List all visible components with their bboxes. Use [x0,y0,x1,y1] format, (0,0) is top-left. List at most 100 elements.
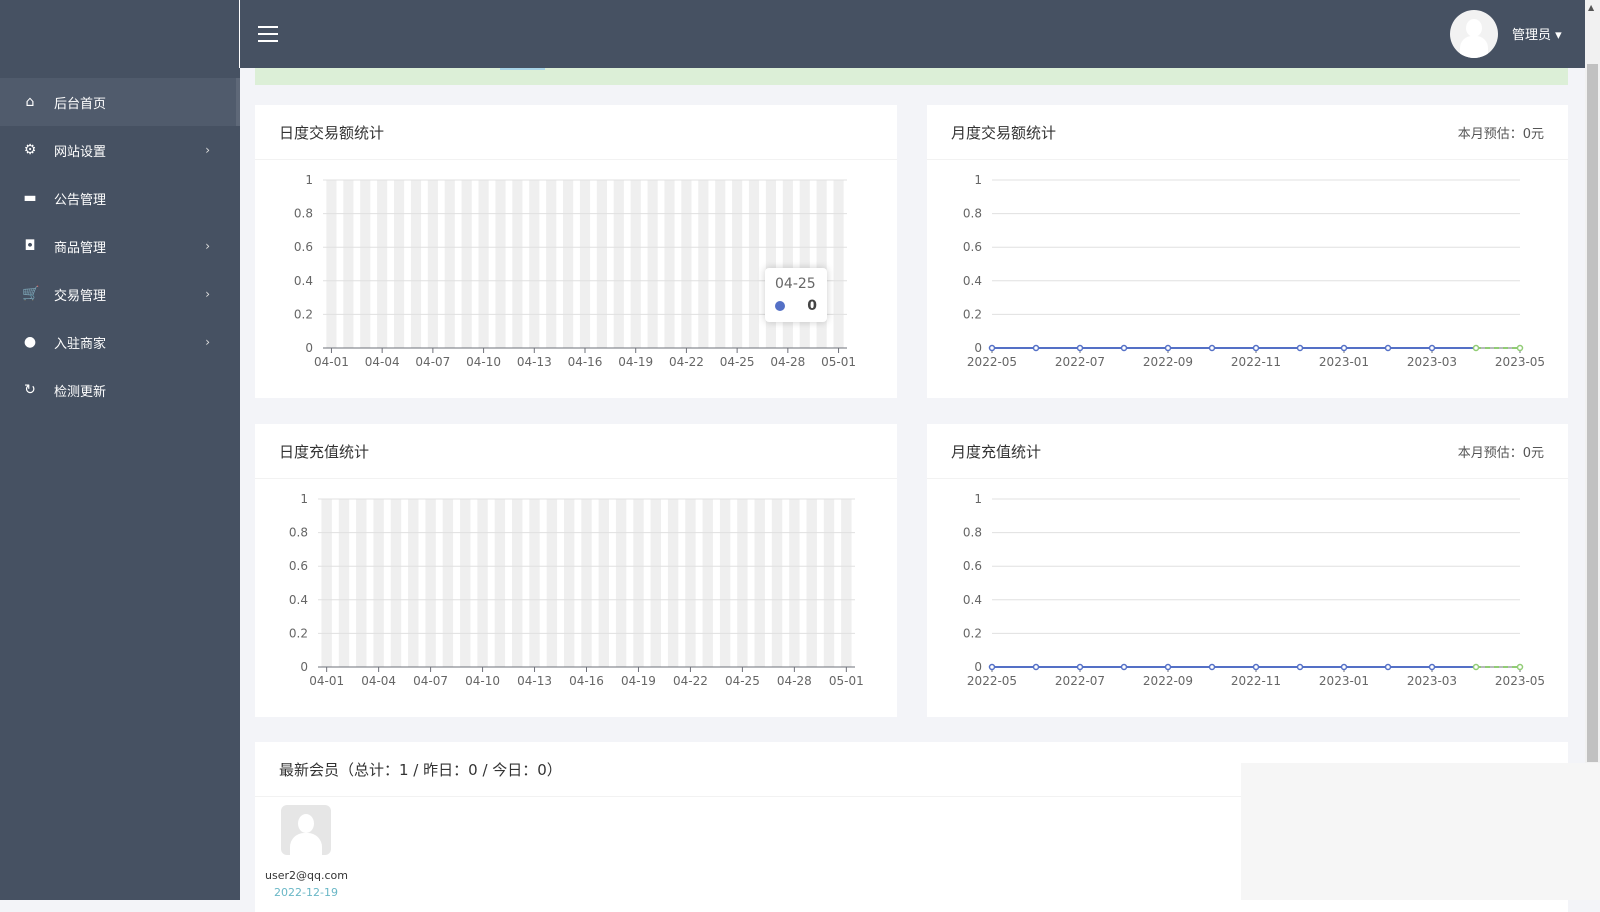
data-point [1296,344,1304,352]
x-tick-label: 2023-03 [1407,355,1457,369]
bar-shadow [321,499,332,667]
y-tick-label: 0.2 [294,307,313,321]
monthly-trade-chart: 0 0.2 0.4 0.6 0.8 1 2022-05 2022-07 2022-09 2022-… [963,173,1545,369]
x-tick-label: 04-13 [517,674,552,688]
daily-recharge-chart: 0 0.2 0.4 0.6 0.8 1 04-01 04-04 04-07 04-10 04-13 0… [289,492,864,688]
x-tick-label: 2022-05 [967,674,1017,688]
member-item[interactable]: user2@qq.com 2022-12-19 [265,805,348,899]
member-avatar [281,805,331,855]
scroll-up-icon[interactable]: ▲ [1588,3,1595,12]
y-tick-label: 0.4 [289,593,308,607]
bar-shadow [613,180,624,348]
bar-shadow [478,180,489,348]
scrollbar-thumb[interactable] [1587,64,1598,762]
x-tick-label: 04-19 [621,674,656,688]
bar-shadow [681,180,692,348]
data-point [1164,663,1172,671]
bar-shadow [715,180,726,348]
data-point [1428,663,1436,671]
x-tick-label: 2023-05 [1495,355,1545,369]
sidebar-item-4[interactable]: 🛒 交易管理 › [0,270,240,318]
bar-shadow [563,180,574,348]
x-tick-label: 2022-07 [1055,355,1105,369]
menu-toggle-icon[interactable] [258,26,278,42]
y-tick-label: 0 [300,660,308,674]
y-tick-label: 1 [305,173,313,187]
x-tick-label: 04-13 [517,355,552,369]
y-tick-label: 1 [300,492,308,506]
y-tick-label: 0 [305,341,313,355]
chevron-right-icon: › [205,287,210,301]
data-point [1120,663,1128,671]
bar-shadow [495,180,506,348]
y-tick-label: 0.6 [963,559,982,573]
y-tick-label: 0.8 [963,526,982,540]
user-menu[interactable]: 管理员 ▾ [1512,28,1562,43]
x-tick-label: 04-25 [725,674,760,688]
bar-shadow [408,499,419,667]
x-tick-label: 2022-09 [1143,674,1193,688]
bar-shadow [698,180,709,348]
bar-shadow [789,499,800,667]
monthly-recharge-chart: 0 0.2 0.4 0.6 0.8 1 2022-05 2022-07 2022-09 2022-… [963,492,1545,688]
sidebar-item-6[interactable]: ↻ 检测更新 [0,366,240,414]
daily-recharge-card: 日度充值统计 0 0.2 0.4 0.6 0.8 1 04-01 04-04 04-07 04-1… [255,424,897,717]
bar-shadow [806,499,817,667]
scrollbar[interactable]: ▲ [1585,0,1600,900]
bar-shadow [377,180,388,348]
x-tick-label: 04-07 [413,674,448,688]
sidebar-item-1[interactable]: ⚙ 网站设置 › [0,126,240,174]
bar-shadow [461,180,472,348]
x-tick-label: 04-16 [569,674,604,688]
bar-shadow [823,499,835,667]
x-tick-label: 2023-01 [1319,674,1369,688]
x-tick-label: 04-25 [720,355,755,369]
bar-shadow [647,180,658,348]
sidebar-item-label: 网站设置 [54,144,107,160]
bar-shadow [563,499,575,667]
daily-trade-card: 日度交易额统计 0 0.2 0.4 0.6 0.8 1 04-01 04-04 04-07 04-… [255,105,897,398]
bar-shadow [338,499,350,667]
bar-shadow [685,499,696,667]
series-dot-icon [775,301,785,311]
bar-shadow [596,180,607,348]
x-tick-label: 04-01 [314,355,349,369]
sidebar-item-3[interactable]: ◘ 商品管理 › [0,222,240,270]
data-point [1472,663,1480,671]
tooltip-category: 04-25 [775,276,816,292]
x-tick-label: 04-28 [777,674,812,688]
data-point [1032,344,1040,352]
y-tick-label: 0 [974,660,982,674]
monthly-trade-card: 月度交易额统计 本月预估：0元 0 0.2 0.4 0.6 0.8 1 2022-05 2022… [927,105,1568,398]
x-tick-label: 04-22 [673,674,708,688]
data-point [988,663,996,671]
bar-shadow [427,180,438,348]
bar-shadow [816,180,827,348]
avatar[interactable] [1450,10,1498,58]
user-icon: ● [23,334,37,350]
bar-shadow [737,499,748,667]
bar-shadow [748,180,760,348]
data-point [1516,663,1524,671]
home-icon: ⌂ [25,94,35,110]
sidebar-item-label: 商品管理 [54,240,107,256]
gear-icon: ⚙ [23,142,37,158]
bar-shadow [356,499,367,667]
sidebar-item-2[interactable]: ▬ 公告管理 [0,174,240,222]
sidebar-item-5[interactable]: ● 入驻商家 › [0,318,240,366]
sidebar-item-label: 交易管理 [54,288,107,304]
bar-shadow [360,180,371,348]
y-tick-label: 0.4 [294,274,313,288]
card-title: 最新会员（总计：1 / 昨日：0 / 今日：0） [279,760,562,779]
bar-shadow [667,499,679,667]
bar-shadow [581,499,592,667]
bar-shadow [529,180,540,348]
divider [239,0,240,68]
bar-shadow [390,499,402,667]
bar-shadow [664,180,675,348]
x-tick-label: 04-01 [309,674,344,688]
x-tick-label: 04-19 [618,355,653,369]
member-date: 2022-12-19 [274,886,338,899]
sidebar-item-0[interactable]: ⌂ 后台首页 [0,78,240,126]
bar-shadow [477,499,488,667]
